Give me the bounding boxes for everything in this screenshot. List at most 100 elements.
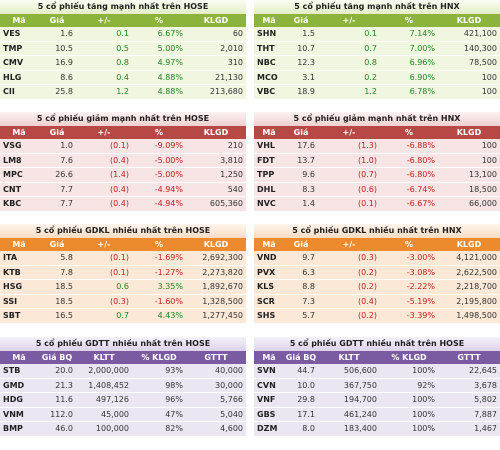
stock-code[interactable]: CVN	[257, 380, 276, 390]
stock-code[interactable]: HDG	[3, 395, 23, 404]
table-cell: 0.5	[116, 43, 129, 53]
table-cell: 0.4	[116, 72, 129, 82]
table-row[interactable]: GBS 17.1 461,240 100% 7,887	[254, 407, 500, 422]
stock-code[interactable]: VHL	[257, 141, 275, 150]
table-row[interactable]: CNT 7.7 (0.4) -4.94% 540	[0, 182, 246, 197]
table-cell: -5.00%	[154, 155, 183, 165]
table-row[interactable]: GMD 21.3 1,408,452 98% 30,000	[0, 378, 246, 393]
stock-code[interactable]: HSG	[3, 282, 23, 291]
panel-0-1: 5 cổ phiếu tăng mạnh nhất trên HNX Mã Giá +…	[254, 0, 500, 100]
table-row[interactable]: KLS 8.8 (0.2) -2.22% 2,218,700	[254, 280, 500, 295]
stock-code[interactable]: MCO	[257, 72, 278, 82]
table-row[interactable]: FDT 13.7 (1.0) -6.80% 100	[254, 153, 500, 168]
stock-code[interactable]: HLG	[3, 72, 22, 82]
table-row[interactable]: VNM 112.0 45,000 47% 5,040	[0, 407, 246, 422]
table-row[interactable]: DHL 8.3 (0.6) -6.74% 18,500	[254, 182, 500, 197]
table-cell: 18.5	[55, 282, 73, 291]
table-cell: -4.94%	[154, 199, 183, 208]
table-cell: -6.67%	[406, 199, 435, 208]
table-row[interactable]: NBC 12.3 0.8 6.96% 78,500	[254, 56, 500, 71]
table-row[interactable]: HLG 8.6 0.4 4.88% 21,130	[0, 70, 246, 85]
stock-code[interactable]: VND	[257, 253, 277, 262]
table-row[interactable]: ITA 5.8 (0.1) -1.69% 2,692,300	[0, 251, 246, 266]
table-row[interactable]: KTB 7.8 (0.1) -1.27% 2,273,820	[0, 265, 246, 280]
table-cell: 8.8	[302, 282, 315, 291]
table-cell: -3.08%	[406, 267, 435, 277]
table-row[interactable]: VSG 1.0 (0.1) -9.09% 210	[0, 139, 246, 154]
panel-title: 5 cổ phiếu GDTT nhiều nhất trên HOSE	[0, 337, 246, 351]
table-cell: (1.0)	[358, 155, 377, 165]
table-row[interactable]: CMV 16.9 0.8 4.97% 310	[0, 56, 246, 71]
table-row[interactable]: SVN 44.7 506,600 100% 22,645	[254, 364, 500, 379]
stock-code[interactable]: SBT	[3, 311, 21, 320]
stock-code[interactable]: CNT	[3, 184, 22, 194]
stock-code[interactable]: VNF	[257, 395, 276, 404]
table-row[interactable]: HSG 18.5 0.6 3.35% 1,892,670	[0, 280, 246, 295]
stock-code[interactable]: FDT	[257, 155, 275, 165]
table-row[interactable]: VND 9.7 (0.3) -3.00% 4,121,000	[254, 251, 500, 266]
table-row[interactable]: BMP 46.0 100,000 82% 4,600	[0, 422, 246, 437]
stock-code[interactable]: TMP	[3, 43, 23, 53]
table-row[interactable]: VES 1.6 0.1 6.67% 60	[0, 27, 246, 42]
column-header: KLGD	[456, 240, 482, 249]
stock-code[interactable]: SCR	[257, 296, 275, 306]
table-row[interactable]: MCO 3.1 0.2 6.90% 100	[254, 70, 500, 85]
stock-code[interactable]: SHS	[257, 311, 276, 320]
stock-code[interactable]: NVC	[257, 199, 276, 208]
table-row[interactable]: STB 20.0 2,000,000 93% 40,000	[0, 364, 246, 379]
table-row[interactable]: SCR 7.3 (0.4) -5.19% 2,195,800	[254, 294, 500, 309]
table-row[interactable]: CVN 10.0 367,750 92% 3,678	[254, 378, 500, 393]
stock-code[interactable]: VSG	[3, 141, 22, 150]
stock-code[interactable]: BMP	[3, 424, 23, 433]
table-cell: 4.97%	[157, 58, 183, 67]
table-cell: (0.6)	[358, 184, 377, 194]
table-row[interactable]: SHN 1.5 0.1 7.14% 421,100	[254, 27, 500, 42]
stock-code[interactable]: GBS	[257, 409, 276, 419]
stock-code[interactable]: KTB	[3, 267, 21, 277]
stock-code[interactable]: VBC	[257, 87, 276, 96]
table-cell: 100%	[412, 424, 435, 433]
table-row[interactable]: SSI 18.5 (0.3) -1.60% 1,328,500	[0, 294, 246, 309]
stock-code[interactable]: THT	[257, 43, 275, 53]
stock-code[interactable]: VES	[3, 29, 21, 38]
table-row[interactable]: NVC 1.4 (0.1) -6.67% 66,000	[254, 197, 500, 212]
table-cell: 5.00%	[157, 43, 183, 53]
stock-code[interactable]: DZM	[257, 424, 278, 433]
stock-code[interactable]: KLS	[257, 282, 275, 291]
stock-code[interactable]: GMD	[3, 380, 25, 390]
table-row[interactable]: DZM 8.0 183,400 100% 1,467	[254, 422, 500, 437]
stock-code[interactable]: NBC	[257, 58, 276, 67]
table-row[interactable]: HDG 11.6 497,126 96% 5,766	[0, 393, 246, 408]
table-row[interactable]: VBC 18.9 1.2 6.78% 100	[254, 85, 500, 100]
table-row[interactable]: VHL 17.6 (1.3) -6.88% 100	[254, 139, 500, 154]
stock-code[interactable]: KBC	[3, 199, 22, 208]
table-row[interactable]: TMP 10.5 0.5 5.00% 2,010	[0, 41, 246, 56]
stock-code[interactable]: MPC	[3, 170, 23, 179]
table-row[interactable]: SBT 16.5 0.7 4.43% 1,277,450	[0, 309, 246, 324]
stock-code[interactable]: STB	[3, 366, 21, 375]
stock-code[interactable]: VNM	[3, 409, 24, 419]
stock-code[interactable]: CMV	[3, 58, 24, 67]
table-cell: 13.7	[297, 155, 315, 165]
stock-code[interactable]: ITA	[3, 253, 18, 262]
stock-code[interactable]: LM8	[3, 155, 22, 165]
table-row[interactable]: THT 10.7 0.7 7.00% 140,300	[254, 41, 500, 56]
table-cell: 16.9	[55, 58, 73, 67]
stock-code[interactable]: SHN	[257, 29, 277, 38]
table-row[interactable]: CII 25.8 1.2 4.88% 213,680	[0, 85, 246, 100]
stock-code[interactable]: PVX	[257, 267, 276, 277]
table-row[interactable]: KBC 7.7 (0.4) -4.94% 605,360	[0, 197, 246, 212]
stock-code[interactable]: TPP	[257, 170, 275, 179]
stock-code[interactable]: DHL	[257, 184, 276, 194]
stock-code[interactable]: CII	[3, 87, 15, 96]
table-row[interactable]: VNF 29.8 194,700 100% 5,802	[254, 393, 500, 408]
table-row[interactable]: PVX 6.3 (0.2) -3.08% 2,622,500	[254, 265, 500, 280]
table-row[interactable]: LM8 7.6 (0.4) -5.00% 3,810	[0, 153, 246, 168]
stock-code[interactable]: SVN	[257, 366, 276, 375]
stock-code[interactable]: SSI	[3, 296, 18, 306]
table-row[interactable]: TPP 9.6 (0.7) -6.80% 13,100	[254, 168, 500, 183]
table-row[interactable]: SHS 5.7 (0.2) -3.39% 1,498,500	[254, 309, 500, 324]
panel-title: 5 cổ phiếu giảm mạnh nhất trên HOSE	[0, 112, 246, 126]
table-cell: 194,700	[343, 395, 377, 404]
table-row[interactable]: MPC 26.6 (1.4) -5.00% 1,250	[0, 168, 246, 183]
